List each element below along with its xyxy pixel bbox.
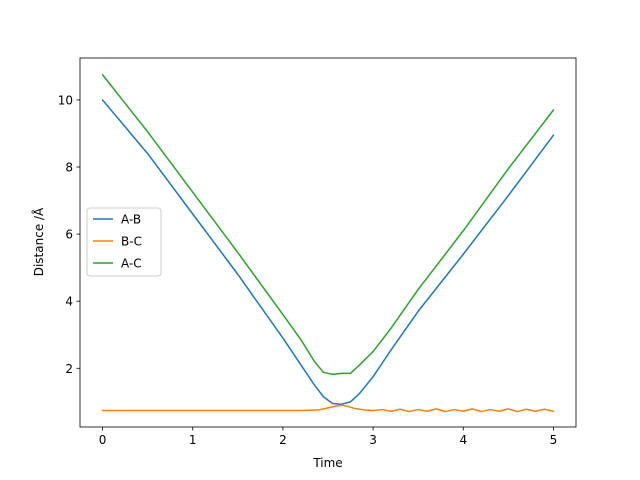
y-axis-label: Distance /Å xyxy=(31,207,46,276)
x-axis-label: Time xyxy=(312,456,342,470)
series-line-b-c xyxy=(101,404,555,413)
plot-frame xyxy=(79,57,577,428)
x-tick-label: 0 xyxy=(99,433,107,447)
y-tick-label: 10 xyxy=(58,93,73,107)
y-tick-label: 4 xyxy=(65,295,73,309)
legend-label-a-b: A-B xyxy=(121,213,141,227)
x-tick-label: 4 xyxy=(459,433,467,447)
legend: A-B B-C A-C xyxy=(86,207,162,277)
legend-label-a-c: A-C xyxy=(121,257,142,271)
x-tick-label: 5 xyxy=(550,433,558,447)
x-axis-ticks: 0 1 2 3 4 5 xyxy=(99,427,558,447)
legend-label-b-c: B-C xyxy=(121,235,142,249)
series-line-a-b xyxy=(101,99,555,405)
y-tick-label: 2 xyxy=(65,362,73,376)
x-tick-label: 3 xyxy=(369,433,377,447)
plot-area xyxy=(80,58,576,427)
series-lines xyxy=(101,74,555,413)
y-tick-label: 6 xyxy=(65,228,73,242)
legend-box xyxy=(86,207,162,277)
x-tick-label: 2 xyxy=(279,433,287,447)
series-line-a-c xyxy=(101,74,555,376)
y-axis-ticks: 2 4 6 8 10 xyxy=(58,93,80,376)
y-tick-label: 8 xyxy=(65,161,73,175)
x-tick-label: 1 xyxy=(189,433,197,447)
